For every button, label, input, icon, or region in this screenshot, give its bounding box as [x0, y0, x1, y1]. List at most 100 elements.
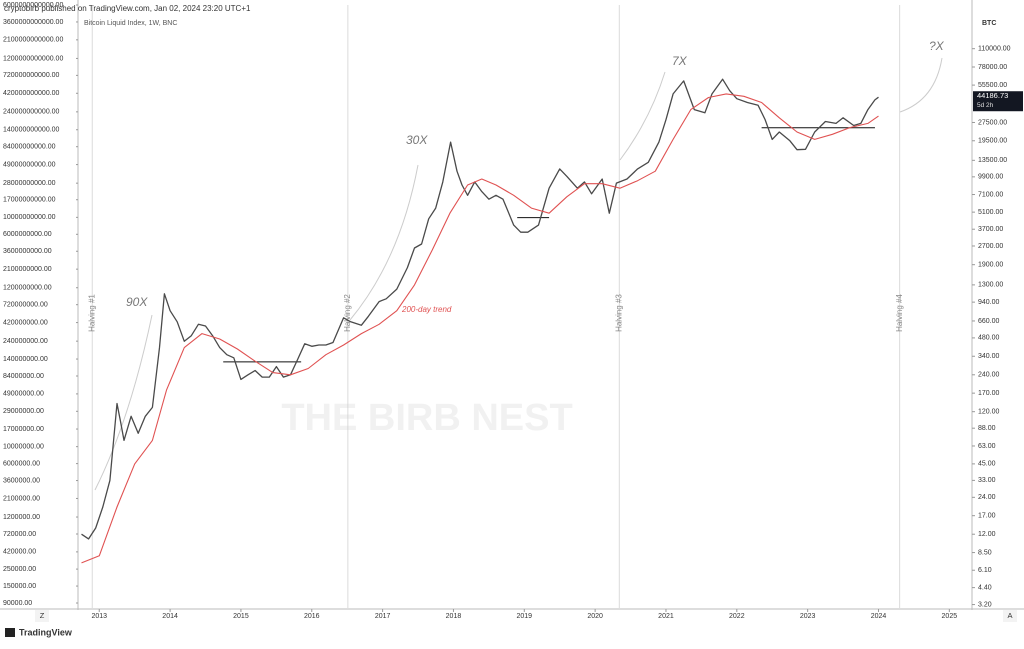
watermark: THE BIRB NEST [281, 397, 572, 439]
y2-tick-label: 140000000.00 [3, 356, 48, 363]
arrow [94, 314, 153, 491]
y2-tick-label: 6000000000.00 [3, 231, 52, 238]
price-line [81, 78, 879, 540]
arrow [899, 57, 943, 113]
x-tick-label: 2014 [162, 613, 178, 620]
y-tick-label: 240.00 [978, 372, 1000, 379]
y2-tick-label: 90000.00 [3, 600, 32, 607]
y2-tick-label: 720000000.00 [3, 302, 48, 309]
y2-tick-label: 250000.00 [3, 566, 36, 573]
y2-tick-label: 17000000.00 [3, 426, 44, 433]
y-tick-label: 7100.00 [978, 191, 1003, 198]
y-tick-label: 8.50 [978, 549, 992, 556]
x-tick-label: 2015 [233, 613, 249, 620]
y-tick-label: 1300.00 [978, 282, 1003, 289]
y2-tick-label: 420000000000.00 [3, 90, 60, 97]
y2-tick-label: 29000000.00 [3, 408, 44, 415]
y-tick-label: 2700.00 [978, 243, 1003, 250]
annotation: 7X [672, 54, 688, 68]
x-tick-label: 2018 [446, 613, 462, 620]
button[interactable] [35, 610, 49, 622]
y2-tick-label: 2100000000.00 [3, 266, 52, 273]
annotation: 90X [126, 295, 148, 309]
button-label[interactable]: Z [40, 611, 45, 620]
symbol: Bitcoin Liquid Index, 1W, BNC [84, 20, 177, 27]
y-tick-label: 110000.00 [978, 46, 1011, 53]
price-line [81, 93, 879, 564]
x-tick-label: 2013 [91, 613, 107, 620]
y-tick-label: 9900.00 [978, 174, 1003, 181]
y-tick-label: 45.00 [978, 461, 996, 468]
y2-tick-label: 1200000000.00 [3, 285, 52, 292]
y2-tick-label: 720000000000.00 [3, 72, 60, 79]
x-tick-label: 2019 [517, 613, 533, 620]
y2-tick-label: 240000000000.00 [3, 109, 60, 116]
y-tick-label: 340.00 [978, 353, 1000, 360]
y-tick-label: 12.00 [978, 531, 996, 538]
y2-tick-label: 3600000000.00 [3, 248, 52, 255]
y-tick-label: 5100.00 [978, 209, 1003, 216]
arrow [619, 71, 666, 161]
x-tick-label: 2024 [871, 613, 887, 620]
x-tick-label: 2025 [942, 613, 958, 620]
brand: TradingView [19, 627, 73, 637]
halving-label: Halving #1 [87, 294, 96, 332]
arrow [349, 164, 419, 321]
price-tag [973, 91, 1023, 112]
y2-tick-label: 17000000000.00 [3, 197, 56, 204]
y-tick-label: 55500.00 [978, 82, 1007, 89]
y-tick-label: 19500.00 [978, 138, 1007, 145]
y2-tick-label: 1200000000000.00 [3, 55, 63, 62]
y-tick-label: 13500.00 [978, 157, 1007, 164]
y-tick-label: 170.00 [978, 390, 1000, 397]
countdown: 5d 2h [977, 102, 994, 109]
y2-tick-label: 150000.00 [3, 583, 36, 590]
y2-tick-label: 420000.00 [3, 549, 36, 556]
y2-tick-label: 10000000000.00 [3, 214, 56, 221]
x-tick-label: 2020 [587, 613, 603, 620]
halving-label: Halving #3 [614, 294, 623, 332]
y2-tick-label: 240000000.00 [3, 338, 48, 345]
y2-tick-label: 1200000.00 [3, 514, 40, 521]
y-tick-label: 1900.00 [978, 262, 1003, 269]
y2-tick-label: 720000.00 [3, 531, 36, 538]
y2-tick-label: 49000000.00 [3, 391, 44, 398]
y-tick-label: 660.00 [978, 318, 1000, 325]
y2-tick-label: 28000000000.00 [3, 180, 56, 187]
y-tick-label: 33.00 [978, 477, 996, 484]
y-tick-label: 4.40 [978, 584, 992, 591]
y2-tick-label: 420000000.00 [3, 319, 48, 326]
brand-logo [5, 628, 15, 637]
y2-tick-label: 3600000000000.00 [3, 19, 63, 26]
price-tag-label: 44186.73 [977, 91, 1008, 100]
y-tick-label: 3700.00 [978, 226, 1003, 233]
annotation: 30X [406, 133, 428, 147]
y-tick-label: 480.00 [978, 335, 1000, 342]
trend-label: 200-day trend [401, 305, 452, 314]
y2-tick-label: 6000000000000.00 [3, 2, 63, 9]
y2-tick-label: 2100000.00 [3, 495, 40, 502]
y-tick-label: 120.00 [978, 409, 1000, 416]
y2-tick-label: 3600000.00 [3, 477, 40, 484]
y2-tick-label: 6000000.00 [3, 460, 40, 467]
y-tick-label: 88.00 [978, 425, 996, 432]
y2-tick-label: 49000000000.00 [3, 161, 56, 168]
axis-unit: BTC [982, 20, 996, 27]
x-tick-label: 2016 [304, 613, 320, 620]
button-label[interactable]: A [1007, 611, 1012, 620]
y-tick-label: 6.10 [978, 567, 992, 574]
button[interactable] [1003, 610, 1017, 622]
x-tick-label: 2023 [800, 613, 816, 620]
annotation: ?X [929, 39, 945, 53]
y-tick-label: 27500.00 [978, 119, 1007, 126]
y-tick-label: 17.00 [978, 513, 996, 520]
x-tick-label: 2022 [729, 613, 745, 620]
x-tick-label: 2021 [658, 613, 674, 620]
y2-tick-label: 140000000000.00 [3, 127, 60, 134]
y2-tick-label: 10000000.00 [3, 443, 44, 450]
halving-label: Halving #2 [343, 294, 352, 332]
y2-tick-label: 84000000000.00 [3, 144, 56, 151]
x-tick-label: 2017 [375, 613, 391, 620]
